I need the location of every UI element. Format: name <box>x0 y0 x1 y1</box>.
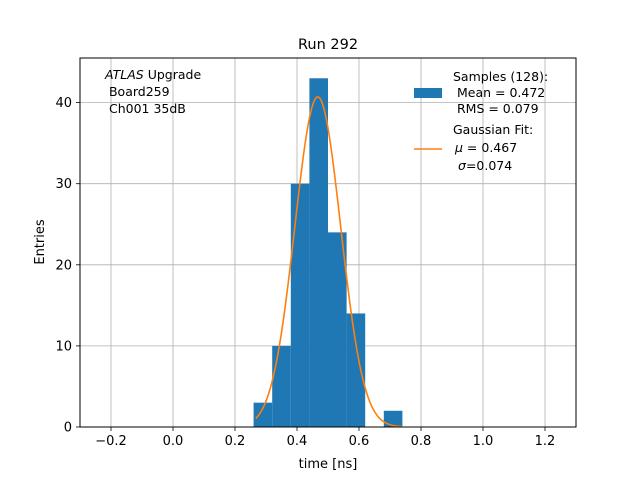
annotation-line-3: Ch001 35dB <box>105 101 186 116</box>
legend-samples-line-2: Mean = 0.472 <box>453 85 545 100</box>
legend: Samples (128): Mean = 0.472 RMS = 0.079 … <box>414 69 548 173</box>
gaussian-fit-curve <box>255 96 403 428</box>
atlas-annotation: ATLAS Upgrade Board259 Ch001 35dB <box>104 67 201 116</box>
x-tick-label: 0.8 <box>411 434 432 449</box>
y-tick-label: 10 <box>55 339 72 354</box>
histogram-bar <box>346 313 366 427</box>
y-tick-label: 0 <box>64 421 72 436</box>
legend-fit-mu: μ = 0.467 <box>454 140 517 155</box>
histogram-bar <box>253 402 273 427</box>
annotation-upgrade: Upgrade <box>144 67 202 82</box>
y-tick-label: 40 <box>55 96 72 111</box>
x-tick-label: 1.0 <box>473 434 494 449</box>
x-tick-label: −0.2 <box>95 434 127 449</box>
chart-title: Run 292 <box>298 37 358 53</box>
annotation-line-2: Board259 <box>105 84 170 99</box>
histogram-bar <box>328 232 347 427</box>
annotation-line-1: ATLAS Upgrade <box>104 67 201 82</box>
legend-fit-sigma-value: =0.074 <box>466 158 512 173</box>
axes-frame <box>79 57 577 428</box>
y-axis-label: Entries <box>33 219 48 265</box>
legend-fit-mu-value: = 0.467 <box>463 140 517 155</box>
legend-fit-line-1: Gaussian Fit: <box>453 122 533 137</box>
x-tick-label: 1.2 <box>535 434 556 449</box>
x-tick-label: 0.4 <box>287 434 308 449</box>
legend-fit-sigma: σ=0.074 <box>458 158 512 173</box>
axis-ticks: −0.2 0.0 0.2 0.4 0.6 0.8 1.0 1.2 0 10 20 30 40 <box>55 96 555 449</box>
annotation-atlas: ATLAS <box>104 67 144 82</box>
histogram-bars <box>253 78 403 428</box>
histogram-bar <box>309 78 328 428</box>
histogram-bar <box>272 345 291 427</box>
x-tick-label: 0.6 <box>349 434 370 449</box>
histogram-bar <box>383 410 403 427</box>
y-tick-label: 20 <box>55 258 72 273</box>
legend-samples-line-1: Samples (128): <box>453 69 548 84</box>
x-tick-label: 0.2 <box>225 434 246 449</box>
histogram-bar <box>290 183 310 427</box>
x-axis-label: time [ns] <box>299 457 358 472</box>
legend-samples-line-3: RMS = 0.079 <box>453 101 539 116</box>
y-tick-label: 30 <box>55 177 72 192</box>
legend-patch-samples <box>414 88 442 98</box>
x-tick-label: 0.0 <box>163 434 184 449</box>
